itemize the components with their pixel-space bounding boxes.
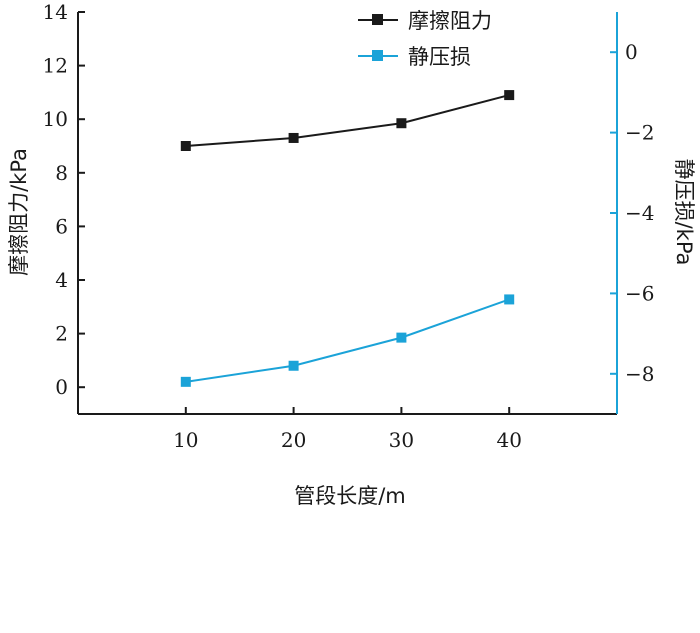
data-point-0	[180, 141, 191, 151]
y-tick-label-left: 6	[55, 214, 68, 238]
x-tick-label: 40	[496, 428, 521, 452]
y-tick-label-right: −2	[625, 121, 654, 145]
legend-label-static: 静压损	[408, 45, 471, 69]
legend-label-friction: 摩擦阻力	[408, 9, 492, 33]
data-point-0	[504, 90, 515, 101]
y-axis-title-left: 摩擦阻力/kPa	[7, 148, 31, 276]
y-axis-title-right: 静压损/kPa	[672, 159, 696, 266]
y-tick-label-right: −6	[625, 281, 654, 305]
axes: 0 2 4 6 8 10 12 14 0 −2 −4 −6 −8 10 20 30 40	[43, 0, 655, 452]
series-line-0	[185, 94, 510, 147]
x-tick-label: 30	[389, 428, 414, 452]
y-tick-label-left: 4	[55, 268, 68, 292]
series-line-1	[185, 298, 510, 383]
y-tick-label-right: −8	[625, 362, 654, 386]
data-point-1	[504, 294, 515, 305]
y-tick-label-left: 2	[55, 322, 68, 346]
y-tick-label-left: 8	[55, 161, 68, 185]
legend-marker-static	[372, 50, 383, 61]
x-tick-label: 20	[281, 428, 306, 452]
y-tick-label-left: 0	[55, 375, 68, 399]
legend-marker-friction	[372, 14, 383, 25]
legend: 摩擦阻力 静压损	[358, 9, 492, 69]
data-point-0	[396, 118, 407, 129]
series-layer	[180, 90, 515, 387]
x-tick-label: 10	[173, 428, 198, 452]
data-point-1	[180, 376, 191, 387]
y-tick-label-right: 0	[625, 40, 638, 64]
y-tick-label-left: 14	[43, 0, 68, 24]
y-tick-label-left: 12	[43, 54, 68, 78]
x-axis-title: 管段长度/m	[294, 484, 406, 508]
data-point-1	[288, 360, 299, 371]
data-point-0	[288, 132, 299, 143]
y-tick-label-left: 10	[43, 107, 68, 131]
y-tick-label-right: −4	[625, 201, 654, 225]
data-point-1	[396, 332, 407, 343]
